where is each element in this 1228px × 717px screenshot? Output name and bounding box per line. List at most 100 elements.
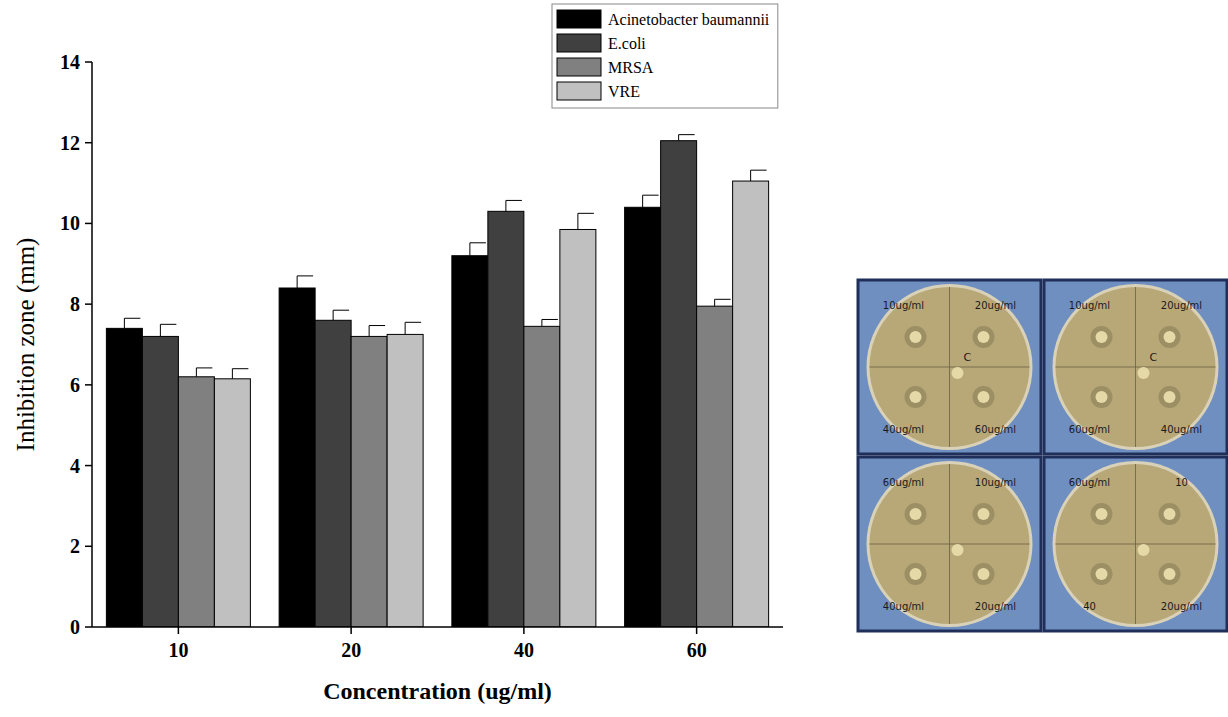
inhibition-zone: [973, 326, 995, 348]
inhibition-zone: [1159, 563, 1181, 585]
error-cap: [470, 242, 486, 243]
error-cap: [160, 324, 176, 325]
x-tick: [523, 627, 525, 634]
plate-label: 40ug/ml: [883, 424, 924, 435]
error-bar: [196, 368, 212, 377]
error-cap: [124, 318, 140, 319]
plate-divider: [949, 464, 950, 624]
bar: [106, 328, 142, 627]
error-stem: [750, 170, 751, 181]
y-tick: [85, 626, 92, 628]
inhibition-zone: [1159, 386, 1181, 408]
y-tick: [85, 61, 92, 63]
bar: [488, 211, 524, 627]
y-tick-label: 10: [60, 212, 80, 234]
x-tick: [696, 627, 698, 634]
error-cap: [542, 319, 558, 320]
error-bar: [160, 324, 176, 336]
error-stem: [505, 200, 506, 211]
legend-frame: [552, 4, 778, 108]
plate-label: 40ug/ml: [883, 601, 924, 612]
disc: [910, 331, 922, 343]
photo-frame: [1044, 457, 1227, 631]
error-stem: [232, 369, 233, 379]
disc: [978, 508, 990, 520]
disc: [1164, 331, 1176, 343]
y-tick: [85, 303, 92, 305]
disc: [910, 508, 922, 520]
error-cap: [751, 170, 767, 171]
plate-label: 20ug/ml: [1161, 601, 1202, 612]
bar: [524, 326, 560, 627]
plate-divider: [1135, 464, 1136, 624]
x-axis-title: Concentration (ug/ml): [323, 678, 552, 704]
plate-divider: [949, 287, 950, 447]
plate-agar: [870, 464, 1030, 624]
error-cap: [506, 200, 522, 201]
bar: [733, 181, 769, 627]
plate-photo: 60ug/ml10ug/ml40ug/ml20ug/ml: [858, 457, 1041, 631]
bar: [560, 229, 596, 627]
plate-label: 20ug/ml: [975, 300, 1016, 311]
plate-rim: [867, 284, 1033, 450]
disc: [1096, 508, 1108, 520]
error-bar: [124, 318, 140, 328]
inhibition-zone: [1091, 563, 1113, 585]
legend-swatch: [557, 58, 601, 76]
bar: [661, 141, 697, 627]
plate-label: 60ug/ml: [1069, 424, 1110, 435]
error-stem: [196, 368, 197, 377]
plate-label: 10ug/ml: [1069, 300, 1110, 311]
plate-agar: [870, 287, 1030, 447]
plate-label: 60ug/ml: [975, 424, 1016, 435]
photo-frame: [858, 280, 1041, 454]
plate-photo: 60ug/ml104020ug/ml: [1044, 457, 1227, 631]
inhibition-zone: [905, 386, 927, 408]
legend-swatch: [557, 82, 601, 100]
disc: [910, 391, 922, 403]
y-tick-label: 0: [70, 616, 80, 638]
x-tick-label: 10: [168, 639, 188, 661]
control-disc: [952, 367, 964, 379]
error-stem: [469, 243, 470, 256]
error-stem: [714, 299, 715, 306]
error-cap: [578, 213, 594, 214]
x-tick-label: 40: [514, 639, 534, 661]
legend-label: VRE: [608, 83, 640, 100]
error-cap: [232, 368, 248, 369]
plate-divider: [1135, 287, 1136, 447]
photo-frame: [1044, 280, 1227, 454]
figure: 0246810121410204060Concentration (ug/ml)…: [0, 0, 1228, 717]
error-bar: [679, 135, 695, 141]
y-tick: [85, 142, 92, 144]
error-bar: [470, 243, 486, 256]
error-stem: [124, 318, 125, 328]
disc: [1096, 331, 1108, 343]
error-bar: [643, 195, 659, 207]
control-disc: [1138, 544, 1150, 556]
inhibition-zone: [1159, 503, 1181, 525]
y-tick: [85, 546, 92, 548]
plate-label: 10ug/ml: [975, 477, 1016, 488]
bar: [697, 306, 733, 627]
error-bar: [405, 322, 421, 334]
y-tick-label: 12: [60, 132, 80, 154]
control-label: C: [1150, 351, 1158, 364]
legend-label: MRSA: [608, 59, 654, 76]
disc: [1096, 568, 1108, 580]
plate-label: 40ug/ml: [1161, 424, 1202, 435]
y-tick-label: 14: [60, 51, 80, 73]
inhibition-zone: [1091, 326, 1113, 348]
error-bar: [506, 200, 522, 211]
legend-label: E.coli: [608, 35, 646, 52]
plate-agar: [1056, 464, 1216, 624]
bar: [279, 288, 315, 627]
bar: [178, 377, 214, 627]
error-cap: [643, 195, 659, 196]
legend-label: Acinetobacter baumannii: [608, 11, 770, 28]
y-axis-title: Inhibition zone (mm): [12, 238, 40, 452]
error-bar: [542, 319, 558, 326]
plate-label: 10: [1175, 477, 1188, 488]
error-bar: [232, 369, 248, 379]
error-cap: [297, 275, 313, 276]
